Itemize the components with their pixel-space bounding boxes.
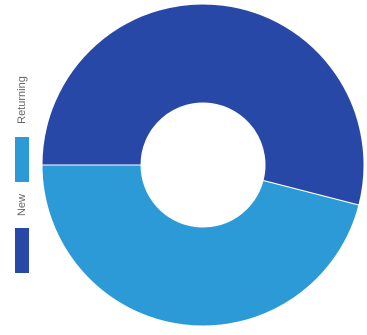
slice-returning[interactable]	[41, 164, 360, 327]
donut-slices	[41, 3, 365, 327]
legend-label-returning: Returning	[16, 76, 28, 124]
chart-legend: Returning New	[15, 76, 29, 273]
legend-label-new: New	[16, 194, 28, 216]
legend-swatch-new[interactable]	[15, 228, 29, 273]
slice-new[interactable]	[41, 3, 365, 206]
legend-swatch-returning[interactable]	[15, 137, 29, 182]
